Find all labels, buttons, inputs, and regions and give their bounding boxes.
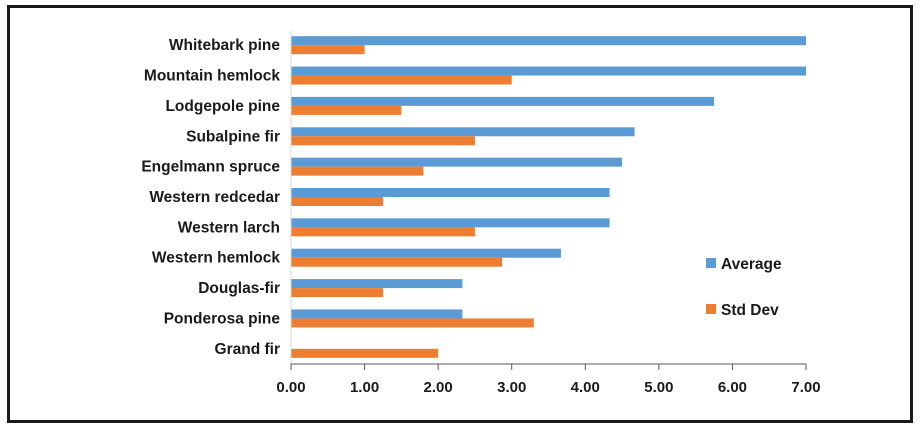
category-label: Grand fir <box>215 341 280 358</box>
x-tick-label: 3.00 <box>497 379 526 396</box>
bar-average-5 <box>291 188 610 197</box>
category-label: Mountain hemlock <box>144 68 280 85</box>
legend-swatch-average <box>706 258 716 268</box>
x-tick-label: 7.00 <box>791 379 820 396</box>
category-label: Western hemlock <box>152 250 280 267</box>
bar-average-9 <box>291 309 463 319</box>
legend-label-average: Average <box>721 256 782 273</box>
bar-std-dev-4 <box>291 166 424 176</box>
bar-average-1 <box>291 66 806 76</box>
bar-average-2 <box>291 96 715 106</box>
legend-swatch-std-dev <box>706 304 716 314</box>
bar-std-dev-8 <box>291 288 383 298</box>
bar-average-3 <box>291 127 635 137</box>
bar-average-8 <box>291 279 463 289</box>
category-label: Western larch <box>178 219 280 236</box>
x-tick-label: 2.00 <box>424 379 453 396</box>
bar-std-dev-6 <box>291 227 475 237</box>
x-tick-label: 4.00 <box>571 379 600 396</box>
category-label: Ponderosa pine <box>164 310 281 327</box>
bar-std-dev-9 <box>291 318 534 328</box>
bar-std-dev-7 <box>291 257 503 267</box>
bar-average-4 <box>291 157 623 167</box>
bar-std-dev-0 <box>291 45 365 55</box>
bar-std-dev-2 <box>291 105 402 115</box>
bar-std-dev-3 <box>291 136 475 146</box>
category-label: Subalpine fir <box>186 128 280 145</box>
category-label: Whitebark pine <box>169 37 280 54</box>
x-tick-label: 6.00 <box>718 379 747 396</box>
bar-average-0 <box>291 36 806 46</box>
category-label: Lodgepole pine <box>165 98 280 115</box>
bar-std-dev-5 <box>291 197 383 206</box>
x-tick-label: 0.00 <box>276 379 305 396</box>
category-label: Douglas-fir <box>198 280 280 297</box>
bar-average-7 <box>291 248 562 258</box>
category-label: Engelmann spruce <box>141 159 280 176</box>
x-tick-label: 5.00 <box>644 379 673 396</box>
legend-label-std-dev: Std Dev <box>721 302 779 319</box>
category-label: Western redcedar <box>149 189 280 206</box>
bar-std-dev-10 <box>291 348 439 358</box>
x-tick-label: 1.00 <box>350 379 379 396</box>
bar-average-6 <box>291 218 610 228</box>
bar-std-dev-1 <box>291 75 512 85</box>
